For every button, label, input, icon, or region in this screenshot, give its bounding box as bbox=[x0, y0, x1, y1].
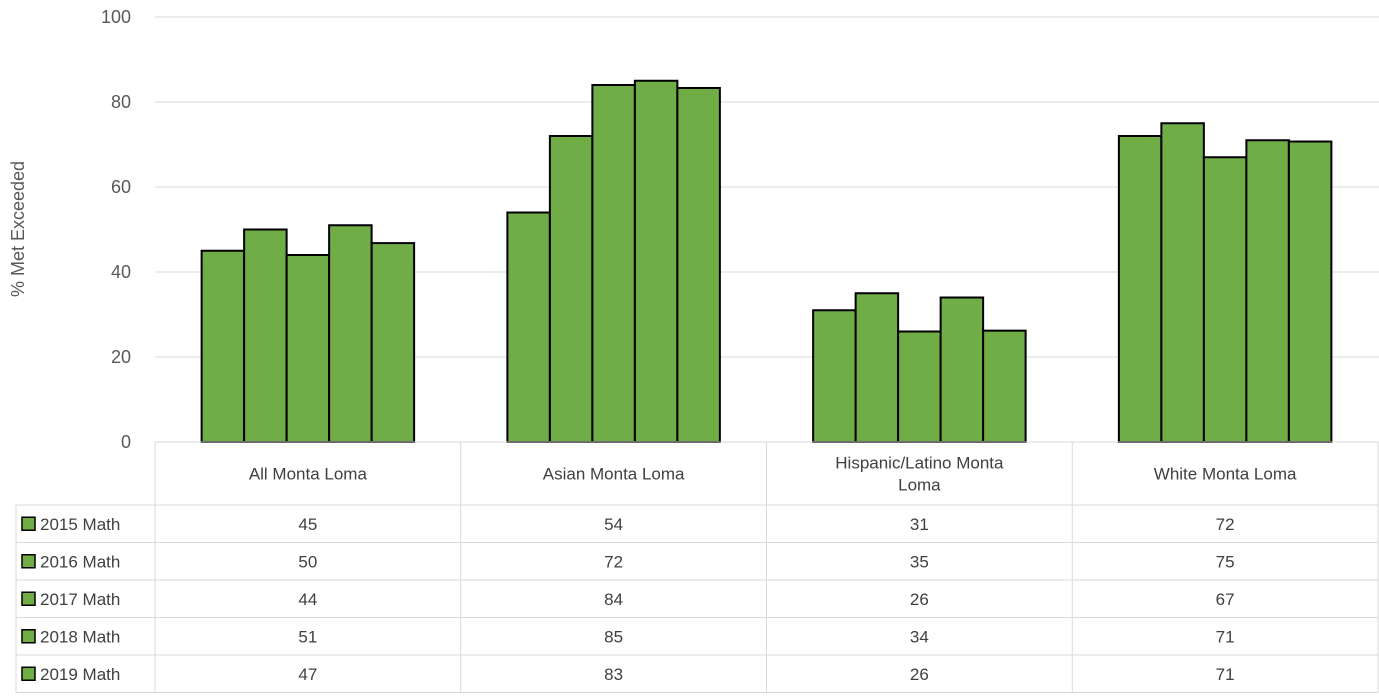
series-label: 2015 Math bbox=[40, 515, 120, 534]
data-label: 85 bbox=[604, 627, 623, 646]
series-label: 2017 Math bbox=[40, 590, 120, 609]
legend-key bbox=[21, 591, 36, 606]
series-label: 2016 Math bbox=[40, 552, 120, 571]
data-label: 51 bbox=[298, 627, 317, 646]
legend-key bbox=[21, 516, 36, 531]
data-table: All Monta Loma Asian Monta Loma Hispanic/L… bbox=[15, 441, 1379, 693]
data-label: 84 bbox=[604, 590, 623, 609]
series-label: 2018 Math bbox=[40, 627, 120, 646]
data-label: 31 bbox=[910, 515, 929, 534]
data-label: 50 bbox=[298, 552, 317, 571]
data-label: 54 bbox=[604, 515, 623, 534]
y-tick-label: 100 bbox=[101, 7, 131, 27]
series-label: 2019 Math bbox=[40, 665, 120, 684]
bar bbox=[812, 309, 857, 443]
category-label: All Monta Loma bbox=[249, 465, 368, 484]
category-label: Asian Monta Loma bbox=[543, 465, 685, 484]
data-label: 35 bbox=[910, 552, 929, 571]
bar bbox=[591, 84, 636, 443]
data-label: 34 bbox=[910, 627, 929, 646]
data-label: 71 bbox=[1216, 665, 1235, 684]
y-tick-label: 40 bbox=[111, 262, 131, 282]
bar bbox=[939, 296, 985, 443]
bar bbox=[1160, 122, 1205, 443]
bar bbox=[200, 249, 246, 443]
bars bbox=[200, 79, 1333, 443]
bar bbox=[285, 254, 331, 443]
category-label: Hispanic/Latino Monta bbox=[835, 454, 1004, 473]
y-tick-label: 20 bbox=[111, 347, 131, 367]
bar bbox=[548, 135, 594, 443]
y-tick-label: 0 bbox=[121, 432, 131, 452]
bar bbox=[328, 224, 373, 443]
bar bbox=[1245, 139, 1290, 443]
legend-key bbox=[21, 666, 36, 681]
data-label: 67 bbox=[1216, 590, 1235, 609]
y-tick-label: 60 bbox=[111, 177, 131, 197]
bar bbox=[1287, 140, 1333, 443]
bar bbox=[243, 228, 288, 443]
category-label: White Monta Loma bbox=[1154, 465, 1297, 484]
legend-key bbox=[21, 629, 36, 644]
data-label: 47 bbox=[298, 665, 317, 684]
data-label: 72 bbox=[604, 552, 623, 571]
bar bbox=[633, 79, 679, 443]
category-label: Loma bbox=[898, 476, 941, 495]
y-tick-label: 80 bbox=[111, 92, 131, 112]
data-label: 75 bbox=[1216, 552, 1235, 571]
bar bbox=[676, 86, 721, 443]
data-label: 26 bbox=[910, 665, 929, 684]
bar bbox=[1202, 156, 1248, 443]
data-label: 45 bbox=[298, 515, 317, 534]
data-label: 72 bbox=[1216, 515, 1235, 534]
bar bbox=[506, 211, 551, 443]
y-axis-label: % Met Exceeded bbox=[8, 161, 28, 297]
bar bbox=[370, 242, 416, 443]
y-axis-ticks: 0 20 40 60 80 100 bbox=[101, 7, 131, 452]
bar bbox=[897, 330, 942, 443]
data-label: 71 bbox=[1216, 627, 1235, 646]
data-label: 44 bbox=[298, 590, 317, 609]
bar bbox=[854, 292, 900, 443]
bar bbox=[1117, 135, 1163, 443]
legend-key bbox=[21, 554, 36, 569]
data-label: 83 bbox=[604, 665, 623, 684]
data-label: 26 bbox=[910, 590, 929, 609]
bar bbox=[982, 329, 1027, 443]
